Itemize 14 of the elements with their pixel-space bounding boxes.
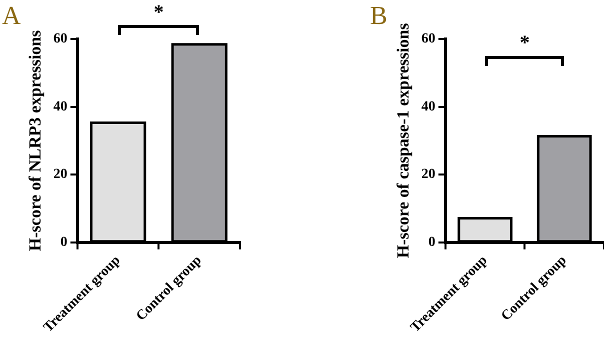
chart-title: B — [370, 1, 388, 30]
y-tick-label: 60 — [53, 32, 68, 47]
y-tick-label: 20 — [421, 167, 436, 182]
y-tick-label: 0 — [60, 234, 68, 250]
y-tick-label: 40 — [53, 99, 68, 114]
annotation: * — [520, 32, 530, 54]
y-tick-label: 40 — [421, 99, 436, 114]
y-tick-label: 0 — [428, 234, 436, 250]
chart-title: A — [2, 1, 21, 30]
y-tick-label: 20 — [53, 167, 68, 182]
y-axis-title: H-score of caspase-1 expressions — [394, 22, 413, 258]
y-tick-label: 60 — [421, 32, 436, 47]
text: * — [154, 2, 164, 24]
y-axis-title: H-score of NLRP3 expressions — [26, 30, 45, 252]
